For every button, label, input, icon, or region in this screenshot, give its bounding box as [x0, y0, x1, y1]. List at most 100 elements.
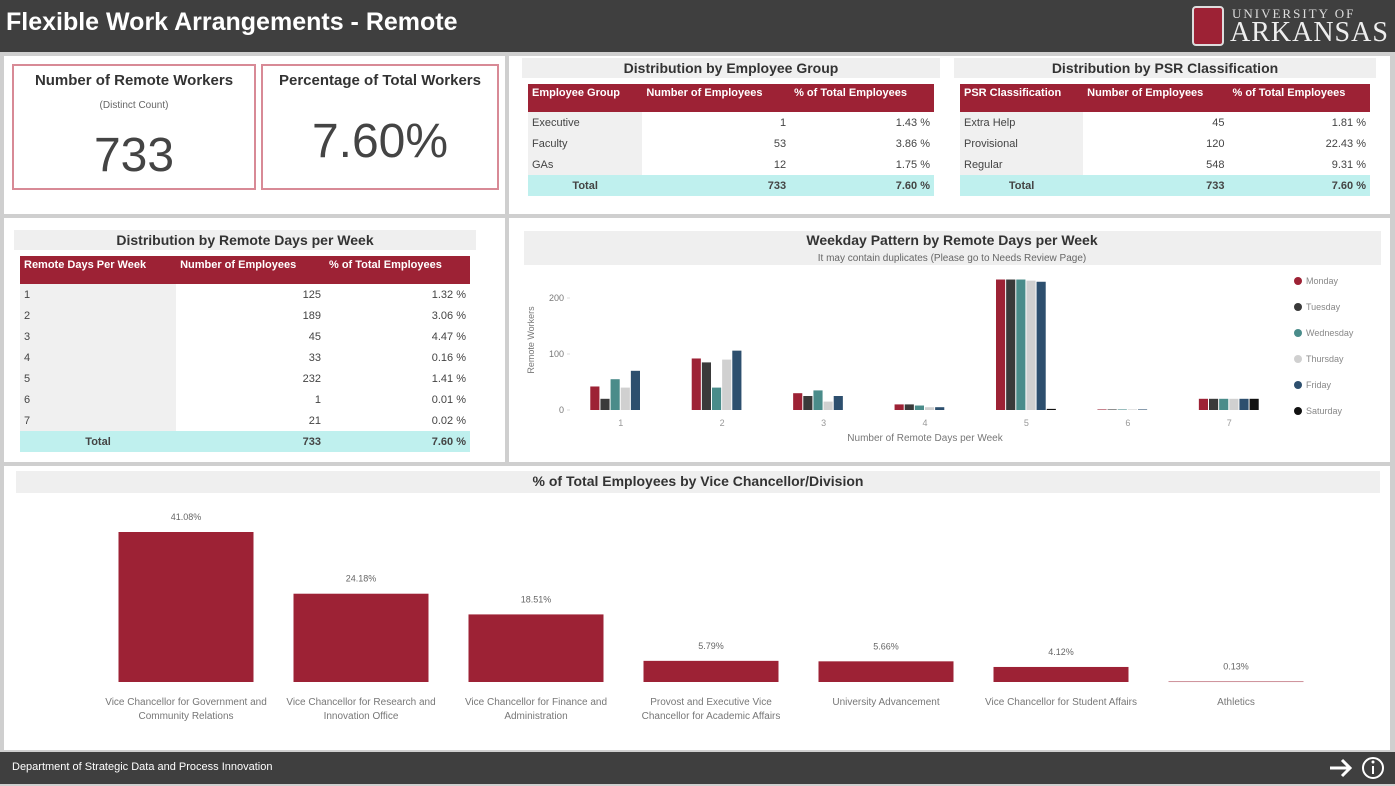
kpi-title: Percentage of Total Workers [278, 72, 481, 89]
table-row: 6 1 0.01 % [20, 389, 470, 410]
bar [1006, 279, 1016, 410]
legend-swatch [1294, 303, 1302, 311]
table-cell: 12 [773, 158, 787, 171]
table-cell: Executive [528, 112, 643, 133]
kpi-value: 733 [93, 129, 175, 182]
table-cell: 189 [302, 309, 321, 322]
table-cell: 0.16 % [431, 351, 466, 364]
bar [1209, 398, 1219, 410]
table-row: 1 125 1.32 % [20, 284, 470, 305]
footer-text: Department of Strategic Data and Process… [12, 761, 273, 773]
logo-main: ARKANSAS [1230, 17, 1389, 48]
table-cell: Faculty [528, 133, 643, 154]
table-title: Distribution by Employee Group [522, 58, 940, 78]
bar [1036, 281, 1046, 410]
value-label: 0.13% [1223, 662, 1249, 672]
bar [1117, 409, 1127, 410]
table-cell: 2 [20, 305, 177, 326]
table-title: Distribution by PSR Classification [954, 58, 1376, 78]
x-tick-label: 1 [618, 418, 623, 428]
x-tick-label: Athletics [1217, 697, 1255, 708]
column-header: Number of Employees [642, 84, 791, 112]
x-label-box: Vice Chancellor for Research and Innovat… [286, 697, 436, 722]
table-cell: Regular [960, 154, 1084, 175]
bar [925, 407, 935, 410]
x-tick-label: Vice Chancellor for Research and Innovat… [286, 697, 436, 722]
value-label: 4.12% [1048, 647, 1074, 657]
value-label: 5.79% [698, 641, 724, 651]
table-cell: 1 [20, 284, 177, 305]
x-label-box: Vice Chancellor for Government and Commu… [105, 697, 267, 722]
bar [1249, 398, 1259, 410]
table-cell: Provisional [960, 133, 1084, 154]
bar [118, 532, 254, 682]
next-arrow[interactable] [1330, 758, 1353, 778]
column-header: Number of Employees [176, 256, 325, 284]
table-cell: 5 [20, 368, 177, 389]
bar [722, 359, 732, 410]
kpi-panel: Number of Remote Workers (Distinct Count… [4, 56, 505, 214]
table-cell: 4 [20, 347, 177, 368]
legend-label: Friday [1306, 380, 1332, 390]
bar [691, 358, 701, 410]
bar [610, 379, 620, 410]
table-cell: 45 [1212, 116, 1225, 129]
total-cell: 733 [642, 175, 791, 196]
table-row: 2 189 3.06 % [20, 305, 470, 326]
table-row: Extra Help 45 1.81 % [960, 112, 1370, 133]
bar [1239, 398, 1249, 410]
bar [630, 370, 640, 410]
table-cell: 1 [779, 116, 787, 129]
table-cell: 22.43 % [1325, 137, 1366, 150]
y-tick-label: 0 [559, 405, 564, 415]
bar [620, 387, 630, 410]
bar [914, 405, 924, 410]
column-header: Number of Employees [1083, 84, 1229, 112]
column-header: % of Total Employees [324, 256, 470, 284]
bar [1016, 279, 1026, 410]
footer-bar: Department of Strategic Data and Process… [0, 752, 1395, 784]
bar [1026, 280, 1036, 410]
table-cell: 1.43 % [895, 116, 930, 129]
bar [935, 407, 945, 410]
table-cell: 3.86 % [895, 137, 930, 150]
data-table: Employee Group Number of Employees% of To… [528, 84, 934, 196]
chart-title-bg [16, 471, 1380, 493]
info-icon-dot [1371, 760, 1375, 764]
bar [1219, 398, 1229, 410]
table-cell: GAs [528, 154, 643, 175]
info-icon[interactable] [1362, 757, 1384, 779]
legend-label: Thursday [1306, 354, 1344, 364]
x-tick-label: Provost and Executive Vice Chancellor fo… [641, 697, 781, 722]
table-cell: 3.06 % [431, 309, 466, 322]
total-cell: 7.60 % [790, 175, 934, 196]
chart-title: % of Total Employees by Vice Chancellor/… [533, 473, 864, 489]
header-row: Employee Group Number of Employees% of To… [528, 84, 934, 112]
x-tick-label: 6 [1125, 418, 1130, 428]
header-row: Remote Days Per Week Number of Employees%… [20, 256, 470, 284]
x-label-box: Provost and Executive Vice Chancellor fo… [641, 697, 781, 722]
table-cell: 1.32 % [431, 288, 466, 301]
column-header: % of Total Employees [790, 84, 934, 112]
x-tick-label: Vice Chancellor for Student Affairs [985, 697, 1137, 708]
x-label-box: Vice Chancellor for Student Affairs [985, 697, 1137, 708]
total-cell: 733 [1083, 175, 1229, 196]
table-cell: 45 [308, 330, 321, 343]
total-cell: 7.60 % [1228, 175, 1370, 196]
table-cell: 125 [302, 288, 321, 301]
x-tick-label: 3 [821, 418, 826, 428]
x-axis-label: Number of Remote Days per Week [847, 433, 1003, 444]
total-cell: Total [528, 175, 643, 196]
legend-label: Wednesday [1306, 328, 1354, 338]
y-tick-label: 200 [549, 293, 564, 303]
legend-swatch [1294, 407, 1302, 415]
page-title: Flexible Work Arrangements - Remote [6, 8, 458, 36]
total-row: Total 733 7.60 % [960, 175, 1370, 196]
table-row: 7 21 0.02 % [20, 410, 470, 431]
x-label-box: Athletics [1217, 697, 1255, 708]
legend-swatch [1294, 329, 1302, 337]
kpi-value: 7.60% [311, 115, 449, 168]
table-cell: 6 [20, 389, 177, 410]
table-cell: 1.41 % [431, 372, 466, 385]
